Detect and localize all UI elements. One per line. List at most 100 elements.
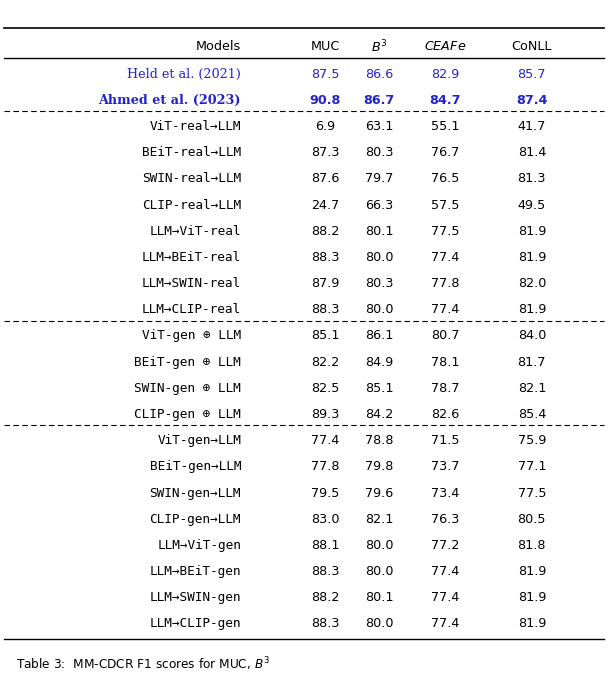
Text: LLM→CLIP-gen: LLM→CLIP-gen	[150, 618, 241, 630]
Text: 71.5: 71.5	[430, 434, 459, 447]
Text: SWIN-real→LLM: SWIN-real→LLM	[142, 172, 241, 186]
Text: 88.3: 88.3	[311, 303, 339, 316]
Text: 80.5: 80.5	[517, 513, 546, 526]
Text: LLM→BEiT-real: LLM→BEiT-real	[142, 251, 241, 264]
Text: 66.3: 66.3	[365, 198, 393, 211]
Text: 80.3: 80.3	[365, 277, 393, 290]
Text: 77.5: 77.5	[430, 225, 459, 238]
Text: 77.4: 77.4	[430, 565, 459, 578]
Text: 49.5: 49.5	[518, 198, 546, 211]
Text: 87.6: 87.6	[311, 172, 339, 186]
Text: 76.5: 76.5	[430, 172, 459, 186]
Text: 82.2: 82.2	[311, 355, 339, 369]
Text: 81.9: 81.9	[517, 565, 546, 578]
Text: $\mathit{CEAFe}$: $\mathit{CEAFe}$	[424, 40, 466, 54]
Text: 77.4: 77.4	[430, 618, 459, 630]
Text: 81.7: 81.7	[517, 355, 546, 369]
Text: 85.4: 85.4	[517, 408, 546, 421]
Text: 80.0: 80.0	[365, 618, 393, 630]
Text: 77.8: 77.8	[311, 460, 339, 473]
Text: 80.7: 80.7	[430, 329, 459, 343]
Text: 85.7: 85.7	[517, 68, 546, 81]
Text: 77.4: 77.4	[430, 303, 459, 316]
Text: LLM→BEiT-gen: LLM→BEiT-gen	[150, 565, 241, 578]
Text: 84.2: 84.2	[365, 408, 393, 421]
Text: ViT-gen ⊕ LLM: ViT-gen ⊕ LLM	[142, 329, 241, 343]
Text: 81.9: 81.9	[517, 303, 546, 316]
Text: $B^3$: $B^3$	[371, 38, 387, 55]
Text: 77.1: 77.1	[517, 460, 546, 473]
Text: CoNLL: CoNLL	[512, 40, 552, 54]
Text: 79.6: 79.6	[365, 487, 393, 500]
Text: 81.9: 81.9	[517, 225, 546, 238]
Text: 77.4: 77.4	[430, 251, 459, 264]
Text: BEiT-real→LLM: BEiT-real→LLM	[142, 146, 241, 159]
Text: 81.3: 81.3	[517, 172, 546, 186]
Text: 82.5: 82.5	[311, 382, 339, 395]
Text: 88.3: 88.3	[311, 565, 339, 578]
Text: Table 3:  MM-CDCR F1 scores for MUC, $B^3$: Table 3: MM-CDCR F1 scores for MUC, $B^3…	[16, 656, 270, 674]
Text: 88.1: 88.1	[311, 539, 339, 552]
Text: 80.3: 80.3	[365, 146, 393, 159]
Text: 80.1: 80.1	[365, 591, 393, 604]
Text: LLM→ViT-real: LLM→ViT-real	[150, 225, 241, 238]
Text: 75.9: 75.9	[517, 434, 546, 447]
Text: 88.2: 88.2	[311, 591, 339, 604]
Text: 81.9: 81.9	[517, 591, 546, 604]
Text: 24.7: 24.7	[311, 198, 339, 211]
Text: 77.8: 77.8	[430, 277, 459, 290]
Text: 77.4: 77.4	[430, 591, 459, 604]
Text: 88.3: 88.3	[311, 251, 339, 264]
Text: 88.2: 88.2	[311, 225, 339, 238]
Text: 87.3: 87.3	[311, 146, 339, 159]
Text: 77.4: 77.4	[311, 434, 339, 447]
Text: 82.6: 82.6	[431, 408, 459, 421]
Text: 85.1: 85.1	[311, 329, 339, 343]
Text: 78.7: 78.7	[430, 382, 459, 395]
Text: Models: Models	[196, 40, 241, 54]
Text: 80.0: 80.0	[365, 539, 393, 552]
Text: 81.8: 81.8	[517, 539, 546, 552]
Text: 86.6: 86.6	[365, 68, 393, 81]
Text: BEiT-gen ⊕ LLM: BEiT-gen ⊕ LLM	[134, 355, 241, 369]
Text: 81.4: 81.4	[517, 146, 546, 159]
Text: 78.8: 78.8	[365, 434, 393, 447]
Text: 89.3: 89.3	[311, 408, 339, 421]
Text: 63.1: 63.1	[365, 120, 393, 133]
Text: LLM→SWIN-real: LLM→SWIN-real	[142, 277, 241, 290]
Text: 55.1: 55.1	[430, 120, 459, 133]
Text: 80.1: 80.1	[365, 225, 393, 238]
Text: 76.3: 76.3	[430, 513, 459, 526]
Text: 81.9: 81.9	[517, 251, 546, 264]
Text: MUC: MUC	[310, 40, 340, 54]
Text: 85.1: 85.1	[365, 382, 393, 395]
Text: 77.2: 77.2	[430, 539, 459, 552]
Text: 83.0: 83.0	[311, 513, 339, 526]
Text: 84.7: 84.7	[429, 94, 461, 107]
Text: 86.7: 86.7	[364, 94, 395, 107]
Text: CLIP-gen ⊕ LLM: CLIP-gen ⊕ LLM	[134, 408, 241, 421]
Text: SWIN-gen→LLM: SWIN-gen→LLM	[150, 487, 241, 500]
Text: CLIP-gen→LLM: CLIP-gen→LLM	[150, 513, 241, 526]
Text: LLM→CLIP-real: LLM→CLIP-real	[142, 303, 241, 316]
Text: SWIN-gen ⊕ LLM: SWIN-gen ⊕ LLM	[134, 382, 241, 395]
Text: 79.8: 79.8	[365, 460, 393, 473]
Text: 88.3: 88.3	[311, 618, 339, 630]
Text: CLIP-real→LLM: CLIP-real→LLM	[142, 198, 241, 211]
Text: ViT-real→LLM: ViT-real→LLM	[150, 120, 241, 133]
Text: BEiT-gen→LLM: BEiT-gen→LLM	[150, 460, 241, 473]
Text: 57.5: 57.5	[430, 198, 459, 211]
Text: 82.9: 82.9	[431, 68, 459, 81]
Text: 87.4: 87.4	[516, 94, 548, 107]
Text: 82.1: 82.1	[517, 382, 546, 395]
Text: LLM→SWIN-gen: LLM→SWIN-gen	[150, 591, 241, 604]
Text: ViT-gen→LLM: ViT-gen→LLM	[157, 434, 241, 447]
Text: 80.0: 80.0	[365, 251, 393, 264]
Text: 82.1: 82.1	[365, 513, 393, 526]
Text: 78.1: 78.1	[430, 355, 459, 369]
Text: Held et al. (2021): Held et al. (2021)	[127, 68, 241, 81]
Text: 90.8: 90.8	[309, 94, 340, 107]
Text: 86.1: 86.1	[365, 329, 393, 343]
Text: 41.7: 41.7	[517, 120, 546, 133]
Text: 84.0: 84.0	[517, 329, 546, 343]
